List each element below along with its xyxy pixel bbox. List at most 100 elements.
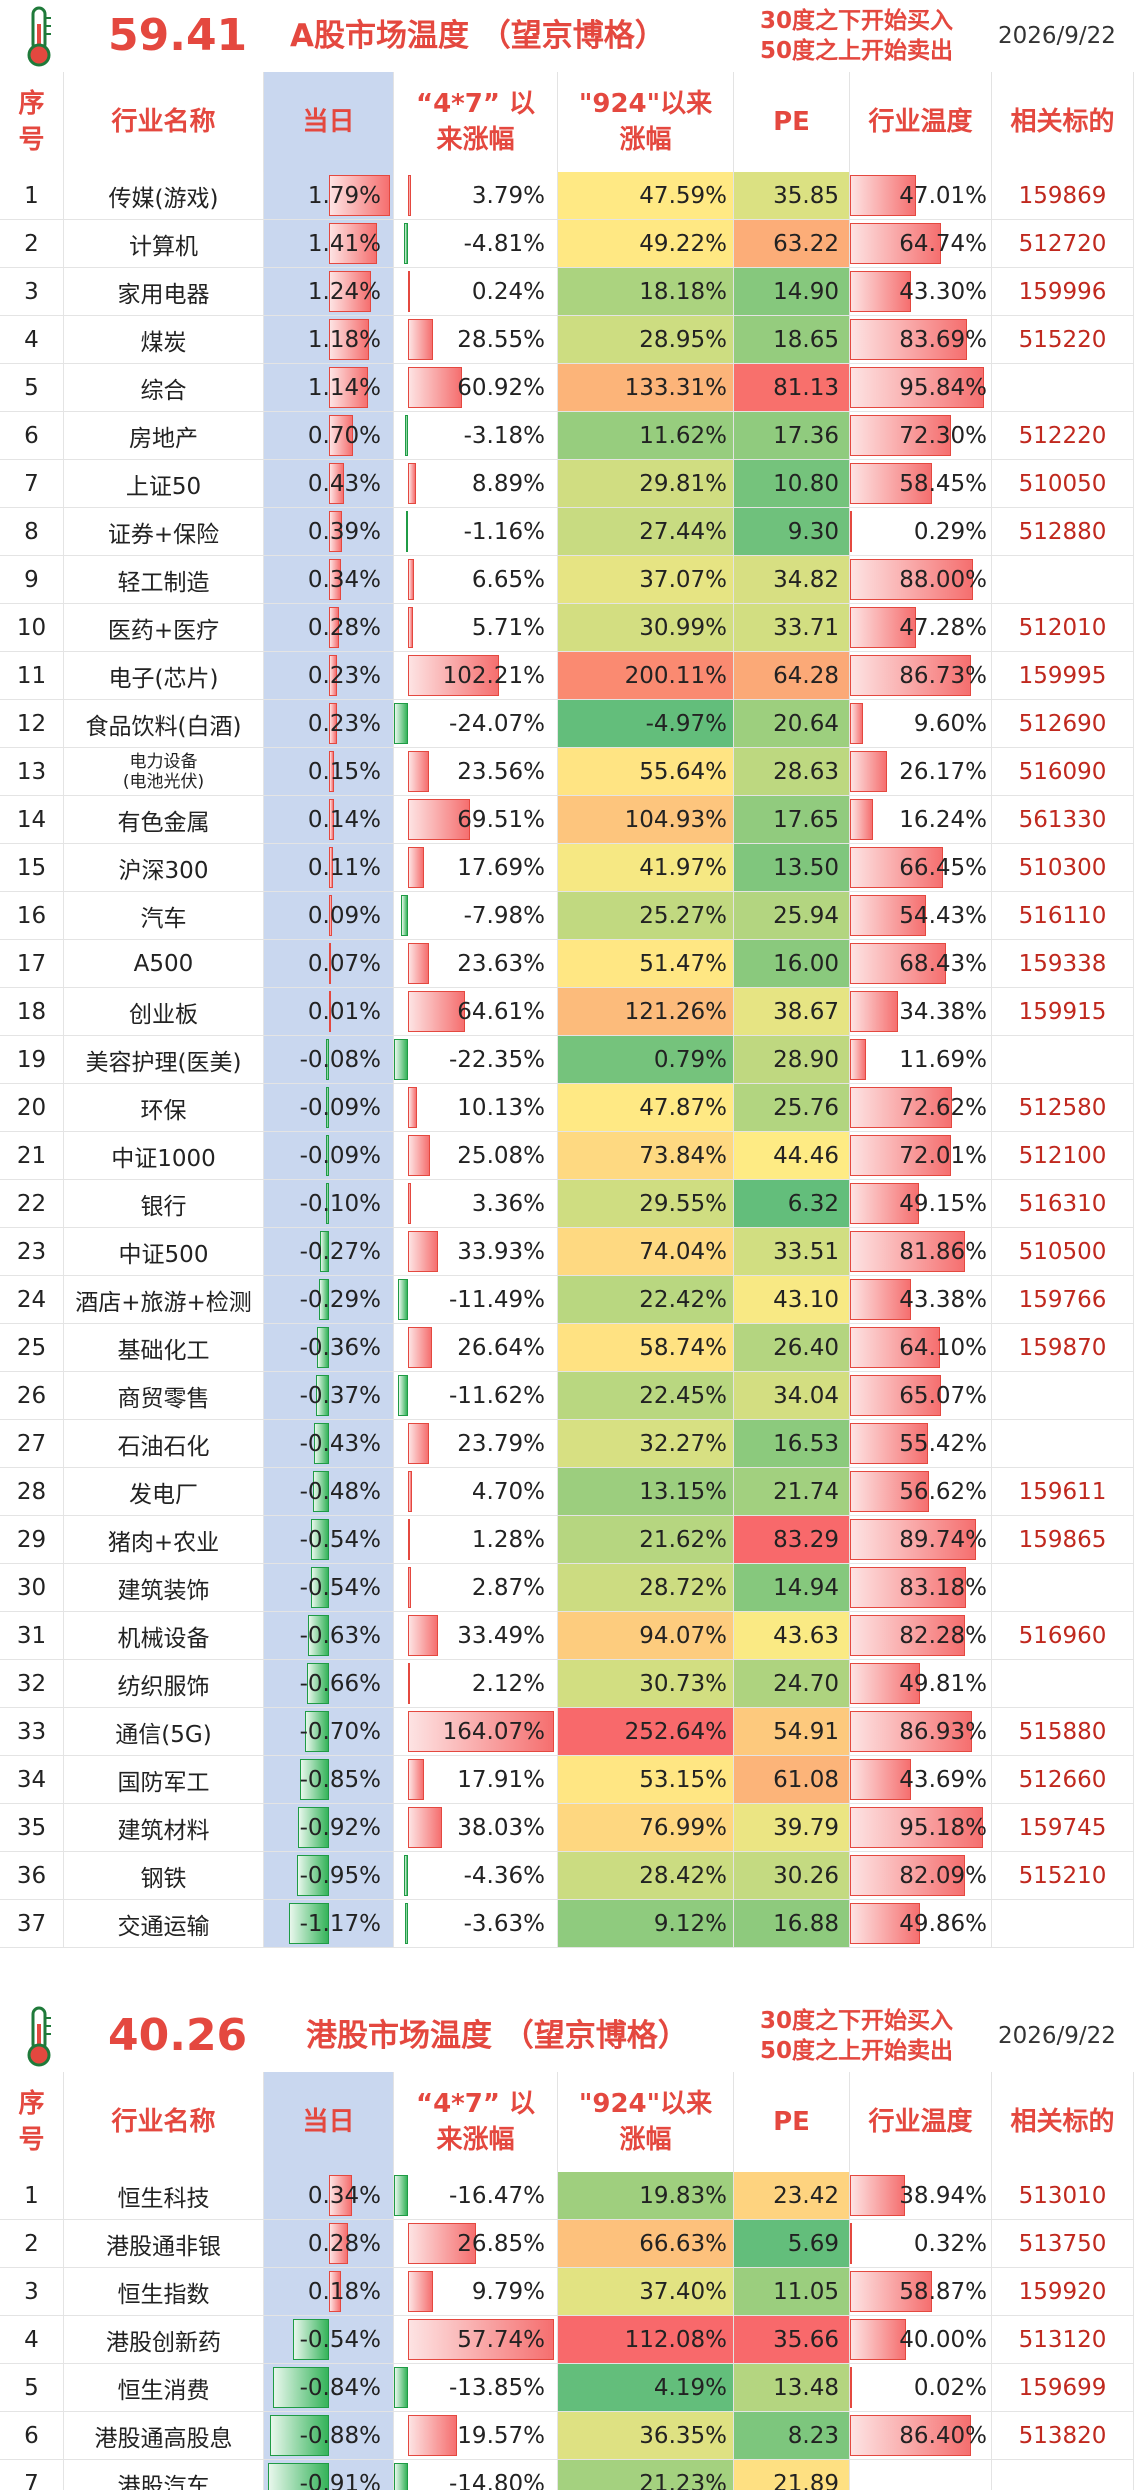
industry-temperature-bar	[850, 1519, 976, 1560]
related-fund-code[interactable]: 513010	[992, 2172, 1134, 2220]
today-change-bar	[289, 1903, 329, 1944]
related-fund-code[interactable]: 515880	[992, 1708, 1134, 1756]
industry-temperature-value: 11.69%	[899, 1046, 987, 1073]
industry-temperature-bar	[850, 895, 927, 936]
since-47-bar	[408, 1615, 438, 1656]
today-change: -0.10%	[264, 1180, 394, 1228]
related-fund-code[interactable]: 159865	[992, 1516, 1134, 1564]
related-fund-code[interactable]: 159995	[992, 652, 1134, 700]
since-924-change: 13.15%	[558, 1468, 734, 1516]
related-fund-code[interactable]: 516960	[992, 1612, 1134, 1660]
today-change-bar	[325, 1135, 329, 1176]
related-fund-code[interactable]: 512010	[992, 604, 1134, 652]
pe-value: 43.10	[773, 1286, 839, 1313]
industry-temperature-bar	[850, 1711, 972, 1752]
row-number: 1	[0, 2172, 64, 2220]
related-fund-code[interactable]: 159869	[992, 172, 1134, 220]
related-fund-code[interactable]: 510300	[992, 844, 1134, 892]
related-fund-code[interactable]	[992, 1372, 1134, 1420]
related-fund-code[interactable]: 159611	[992, 1468, 1134, 1516]
related-fund-code[interactable]: 561330	[992, 796, 1134, 844]
table-row: 24 酒店+旅游+检测 -0.29% -11.49% 22.42% 43.10 43.38%…	[0, 1276, 1134, 1324]
pe-value: 17.36	[773, 422, 839, 449]
since-47-change: 164.07%	[394, 1708, 558, 1756]
related-fund-code[interactable]: 512880	[992, 508, 1134, 556]
since-47-value: -13.85%	[449, 2374, 545, 2401]
related-fund-code[interactable]: 510500	[992, 1228, 1134, 1276]
since-47-bar	[397, 1279, 408, 1320]
related-fund-code[interactable]	[992, 2460, 1134, 2490]
table-row: 9 轻工制造 0.34% 6.65% 37.07% 34.82 88.00%	[0, 556, 1134, 604]
since-47-value: 4.70%	[471, 1478, 545, 1505]
since-924-change: 21.23%	[558, 2460, 734, 2490]
today-change: 1.24%	[264, 268, 394, 316]
row-number: 35	[0, 1804, 64, 1852]
related-fund-code[interactable]	[992, 364, 1134, 412]
industry-name-text: 电子(芯片)	[108, 665, 219, 692]
industry-temperature-value: 72.30%	[899, 422, 987, 449]
today-change-value: -0.09%	[299, 1094, 381, 1121]
since-47-bar	[394, 2175, 408, 2216]
since-924-change: 37.40%	[558, 2268, 734, 2316]
related-fund-code[interactable]: 159996	[992, 268, 1134, 316]
related-fund-code[interactable]: 515210	[992, 1852, 1134, 1900]
pe-ratio: 6.32	[734, 1180, 850, 1228]
related-fund-code[interactable]: 516110	[992, 892, 1134, 940]
related-fund-code[interactable]: 512220	[992, 412, 1134, 460]
since-924-value: 21.62%	[639, 1526, 727, 1553]
related-fund-code[interactable]: 159745	[992, 1804, 1134, 1852]
col-header-since-924: "924"以来涨幅	[558, 2072, 734, 2172]
today-change-bar	[310, 1519, 329, 1560]
since-47-change: -14.80%	[394, 2460, 558, 2490]
since-47-value: -1.16%	[463, 518, 545, 545]
pe-ratio: 17.36	[734, 412, 850, 460]
related-fund-code[interactable]: 159870	[992, 1324, 1134, 1372]
since-924-value: 51.47%	[639, 950, 727, 977]
related-fund-code[interactable]: 515220	[992, 316, 1134, 364]
today-change: -1.17%	[264, 1900, 394, 1948]
since-924-value: 30.73%	[639, 1670, 727, 1697]
today-change-value: -0.10%	[299, 1190, 381, 1217]
related-fund-code[interactable]	[992, 1420, 1134, 1468]
row-number: 29	[0, 1516, 64, 1564]
row-number: 12	[0, 700, 64, 748]
related-fund-code[interactable]: 513120	[992, 2316, 1134, 2364]
related-fund-code[interactable]: 159915	[992, 988, 1134, 1036]
since-924-value: -4.97%	[645, 710, 727, 737]
related-fund-code[interactable]: 159920	[992, 2268, 1134, 2316]
pe-value: 10.80	[773, 470, 839, 497]
related-fund-code[interactable]: 512720	[992, 220, 1134, 268]
related-fund-code[interactable]: 512660	[992, 1756, 1134, 1804]
industry-name-text: 商贸零售	[117, 1385, 210, 1412]
row-number: 31	[0, 1612, 64, 1660]
related-fund-code[interactable]: 512690	[992, 700, 1134, 748]
related-fund-code[interactable]: 510050	[992, 460, 1134, 508]
related-fund-code[interactable]: 516310	[992, 1180, 1134, 1228]
related-fund-code[interactable]	[992, 1564, 1134, 1612]
related-fund-code[interactable]: 512580	[992, 1084, 1134, 1132]
pe-value: 24.70	[773, 1670, 839, 1697]
since-924-change: 66.63%	[558, 2220, 734, 2268]
related-fund-code[interactable]: 159766	[992, 1276, 1134, 1324]
since-47-bar	[408, 463, 416, 504]
pe-ratio: 44.46	[734, 1132, 850, 1180]
industry-temperature-value: 83.69%	[899, 326, 987, 353]
since-924-value: 112.08%	[624, 2326, 727, 2353]
industry-temperature-value: 88.00%	[899, 566, 987, 593]
related-fund-code[interactable]: 512100	[992, 1132, 1134, 1180]
related-fund-code[interactable]: 516090	[992, 748, 1134, 796]
row-number: 37	[0, 1900, 64, 1948]
related-fund-code[interactable]: 513820	[992, 2412, 1134, 2460]
since-47-value: 3.79%	[471, 182, 545, 209]
related-fund-code[interactable]: 159699	[992, 2364, 1134, 2412]
today-change: 0.11%	[264, 844, 394, 892]
related-fund-code[interactable]	[992, 1036, 1134, 1084]
related-fund-code[interactable]	[992, 1900, 1134, 1948]
related-fund-code[interactable]: 513750	[992, 2220, 1134, 2268]
pe-ratio: 18.65	[734, 316, 850, 364]
pe-ratio: 35.66	[734, 2316, 850, 2364]
related-fund-code[interactable]: 159338	[992, 940, 1134, 988]
related-fund-code[interactable]	[992, 556, 1134, 604]
related-fund-code[interactable]	[992, 1660, 1134, 1708]
pe-ratio: 34.04	[734, 1372, 850, 1420]
